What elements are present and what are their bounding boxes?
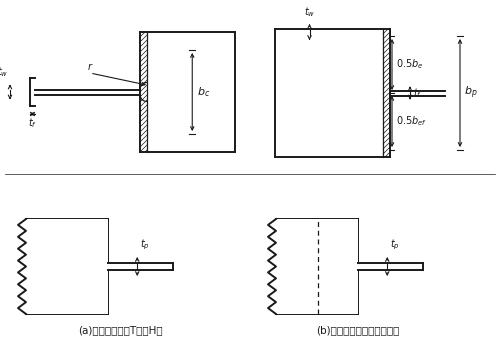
- Text: $t_w$: $t_w$: [0, 66, 8, 79]
- Bar: [108, 263, 173, 270]
- Bar: [276, 219, 358, 314]
- Bar: [147, 32, 235, 152]
- Bar: [275, 29, 383, 157]
- Text: (b)被连接截面为筱形或槽形: (b)被连接截面为筱形或槽形: [316, 325, 400, 335]
- Bar: [26, 219, 108, 314]
- Text: $b_p$: $b_p$: [464, 85, 477, 101]
- Text: $t_p$: $t_p$: [140, 238, 150, 252]
- Text: $0.5b_{ef}$: $0.5b_{ef}$: [396, 115, 427, 128]
- Text: $0.5b_e$: $0.5b_e$: [396, 57, 423, 71]
- Text: $t_f$: $t_f$: [413, 86, 422, 100]
- Bar: [358, 263, 423, 270]
- Text: $t_p$: $t_p$: [390, 238, 400, 252]
- Text: $b_c$: $b_c$: [197, 85, 210, 99]
- Text: (a)被连接截面为T形或H形: (a)被连接截面为T形或H形: [78, 325, 162, 335]
- Text: $t_f$: $t_f$: [28, 116, 37, 130]
- Text: $t_w$: $t_w$: [304, 5, 315, 19]
- Text: $r$: $r$: [86, 61, 94, 72]
